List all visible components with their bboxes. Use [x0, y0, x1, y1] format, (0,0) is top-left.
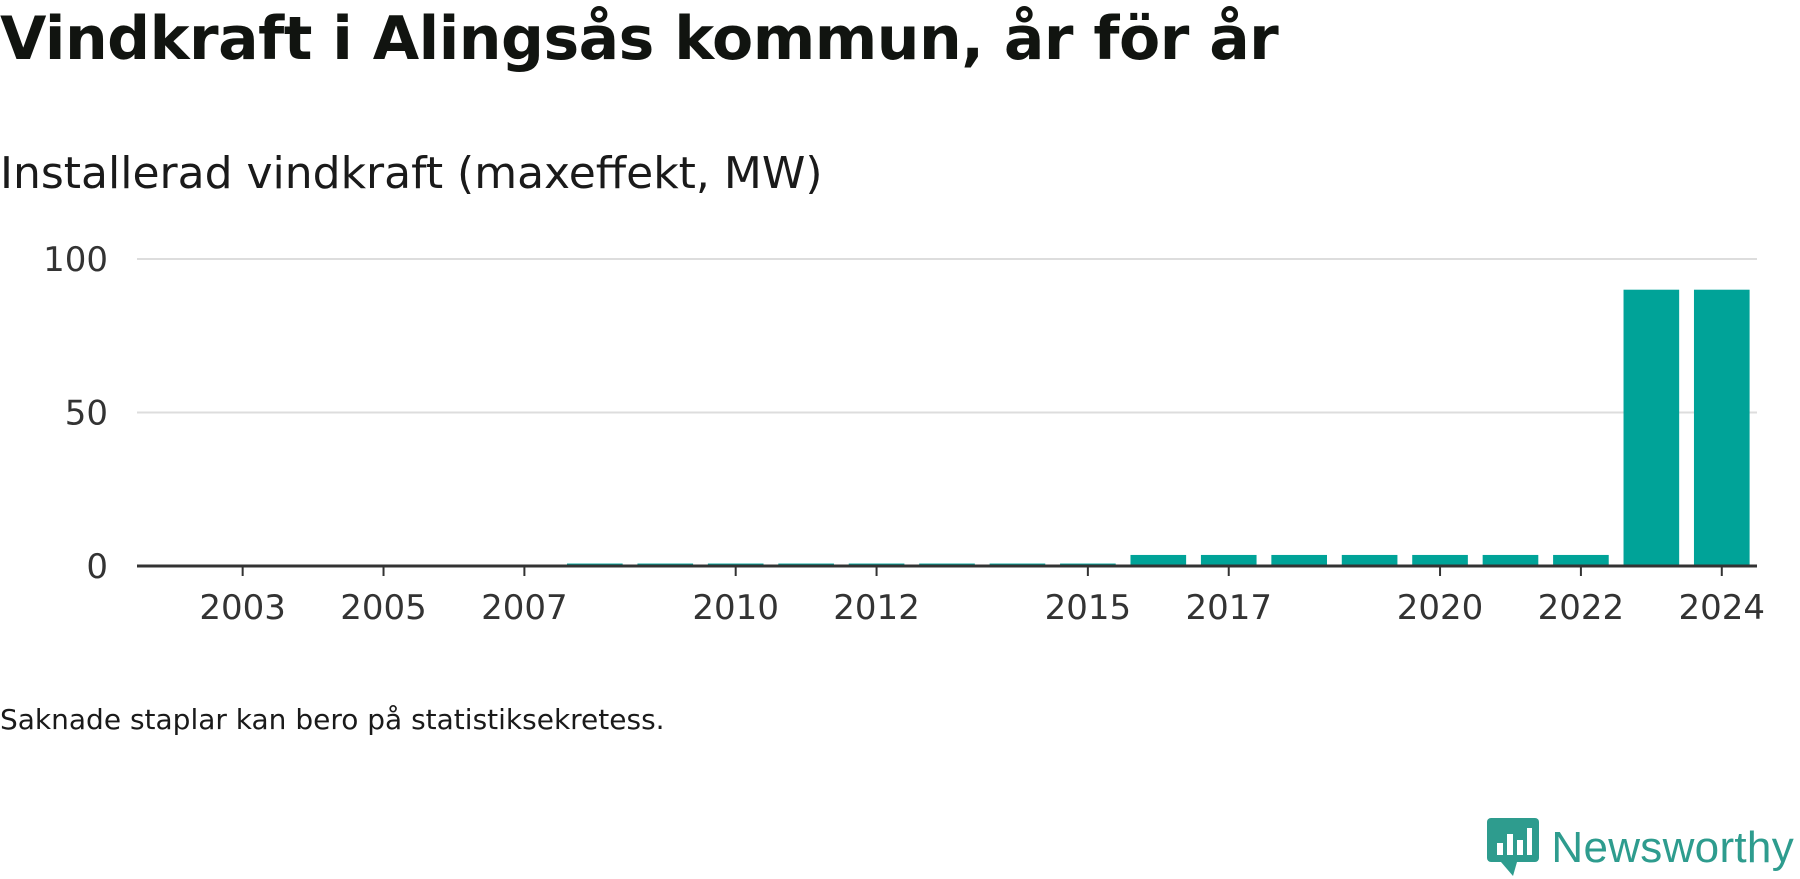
- bar: [1341, 554, 1398, 566]
- chart-subtitle: Installerad vindkraft (maxeffekt, MW): [0, 148, 823, 199]
- chart-title: Vindkraft i Alingsås kommun, år för år: [0, 4, 1279, 74]
- bar: [1130, 554, 1187, 566]
- x-tick-label: 2012: [833, 588, 920, 628]
- x-tick-label: 2003: [199, 588, 286, 628]
- x-tick-label: 2007: [481, 588, 568, 628]
- x-tick-label: 2005: [340, 588, 427, 628]
- bar: [1482, 554, 1539, 566]
- bar: [1623, 289, 1680, 566]
- bar: [1553, 554, 1609, 566]
- bar: [1693, 289, 1750, 566]
- y-tick-label: 100: [43, 240, 108, 280]
- newsworthy-logo-icon: [1487, 818, 1540, 876]
- brand-logo: Newsworthy: [1487, 818, 1794, 878]
- y-tick-label: 0: [86, 547, 108, 587]
- x-tick-label: 2024: [1679, 588, 1766, 628]
- bar-chart: 0 50 100 2003 2005 2007 2010 2012 2015 2017 2020 20…: [43, 240, 1766, 628]
- bar: [1412, 554, 1468, 566]
- x-tick-label: 2015: [1045, 588, 1132, 628]
- brand-name: Newsworthy: [1551, 823, 1794, 872]
- bar: [1200, 554, 1257, 566]
- x-tick-label: 2017: [1185, 588, 1272, 628]
- bar: [1271, 554, 1327, 566]
- footnote: Saknade staplar kan bero på statistiksek…: [0, 703, 665, 736]
- x-tick-label: 2020: [1397, 588, 1484, 628]
- y-tick-label: 50: [65, 394, 108, 434]
- x-tick-label: 2010: [692, 588, 779, 628]
- x-tick-label: 2022: [1538, 588, 1625, 628]
